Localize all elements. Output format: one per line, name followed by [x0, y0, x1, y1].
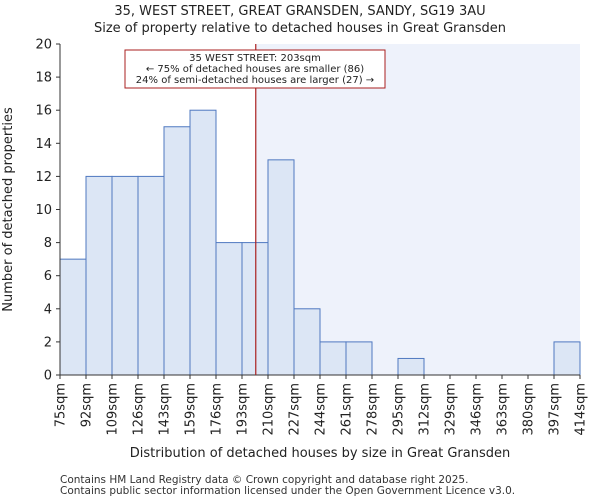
x-tick-label: 143sqm: [158, 383, 173, 436]
x-tick-label: 92sqm: [80, 383, 95, 427]
x-tick-label: 329sqm: [444, 383, 459, 436]
x-tick-label: 414sqm: [574, 383, 589, 436]
annotation-box: [124, 49, 386, 89]
bar: [397, 357, 425, 376]
y-tick-label: 8: [44, 236, 52, 251]
y-tick-label: 2: [44, 335, 52, 350]
x-tick-label: 75sqm: [54, 383, 69, 427]
bar: [189, 109, 217, 376]
x-tick-label: 380sqm: [522, 383, 537, 436]
bar: [553, 341, 581, 376]
x-tick-label: 109sqm: [106, 383, 121, 436]
x-tick-label: 397sqm: [548, 383, 563, 436]
y-tick-label: 16: [35, 104, 52, 119]
bar: [59, 258, 87, 376]
y-axis-label: Number of detached properties: [1, 107, 16, 312]
chart-subtitle: Size of property relative to detached ho…: [93, 21, 506, 36]
bar: [163, 126, 191, 376]
x-tick-label: 346sqm: [470, 383, 485, 436]
bar: [241, 242, 269, 376]
x-tick-label: 363sqm: [496, 383, 511, 436]
bar: [111, 175, 139, 376]
x-tick-label: 312sqm: [418, 383, 433, 436]
y-tick-label: 12: [35, 170, 52, 185]
y-tick-label: 6: [44, 269, 52, 284]
x-tick-label: 210sqm: [262, 383, 277, 436]
chart-title: 35, WEST STREET, GREAT GRANSDEN, SANDY, …: [114, 4, 486, 19]
x-tick-label: 295sqm: [392, 383, 407, 436]
bar: [215, 242, 243, 376]
y-tick-label: 10: [35, 203, 52, 218]
y-tick-label: 0: [44, 369, 52, 384]
x-tick-label: 261sqm: [340, 383, 355, 436]
y-tick-label: 4: [44, 302, 52, 317]
x-tick-label: 193sqm: [236, 383, 251, 436]
x-tick-label: 176sqm: [210, 383, 225, 436]
x-tick-label: 126sqm: [132, 383, 147, 436]
footer-line-2: Contains public sector information licen…: [60, 485, 516, 497]
annotation-line-2: ← 75% of detached houses are smaller (86…: [146, 64, 364, 75]
y-tick-label: 20: [35, 38, 52, 53]
annotation-line-1: 35 WEST STREET: 203sqm: [189, 53, 321, 64]
x-tick-label: 159sqm: [184, 383, 199, 436]
annotation-line-3: 24% of semi-detached houses are larger (…: [136, 75, 374, 86]
footer-line-1: Contains HM Land Registry data © Crown c…: [60, 474, 469, 486]
y-tick-label: 18: [35, 71, 52, 86]
bar: [85, 175, 113, 376]
x-tick-label: 227sqm: [288, 383, 303, 436]
x-tick-label: 278sqm: [366, 383, 381, 436]
x-axis-label: Distribution of detached houses by size …: [130, 446, 510, 461]
bar: [319, 341, 347, 376]
y-tick-label: 14: [35, 137, 52, 152]
x-tick-label: 244sqm: [314, 383, 329, 436]
bar: [267, 159, 295, 376]
bar: [137, 175, 165, 376]
bar: [293, 308, 321, 376]
bar: [345, 341, 373, 376]
